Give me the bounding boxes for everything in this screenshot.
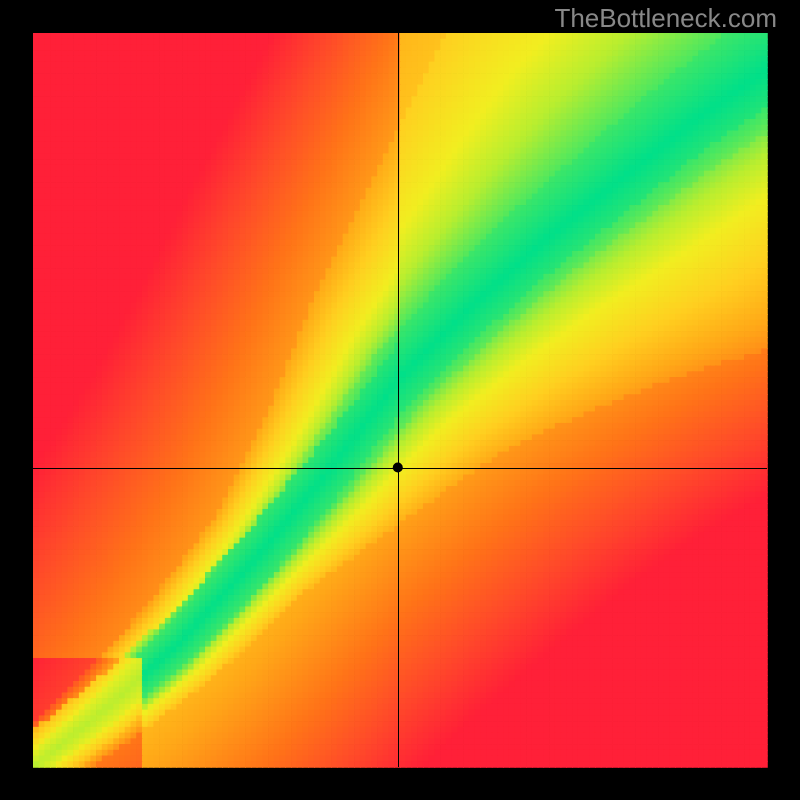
- watermark-label: TheBottleneck.com: [554, 3, 777, 34]
- bottleneck-heatmap: [0, 0, 800, 800]
